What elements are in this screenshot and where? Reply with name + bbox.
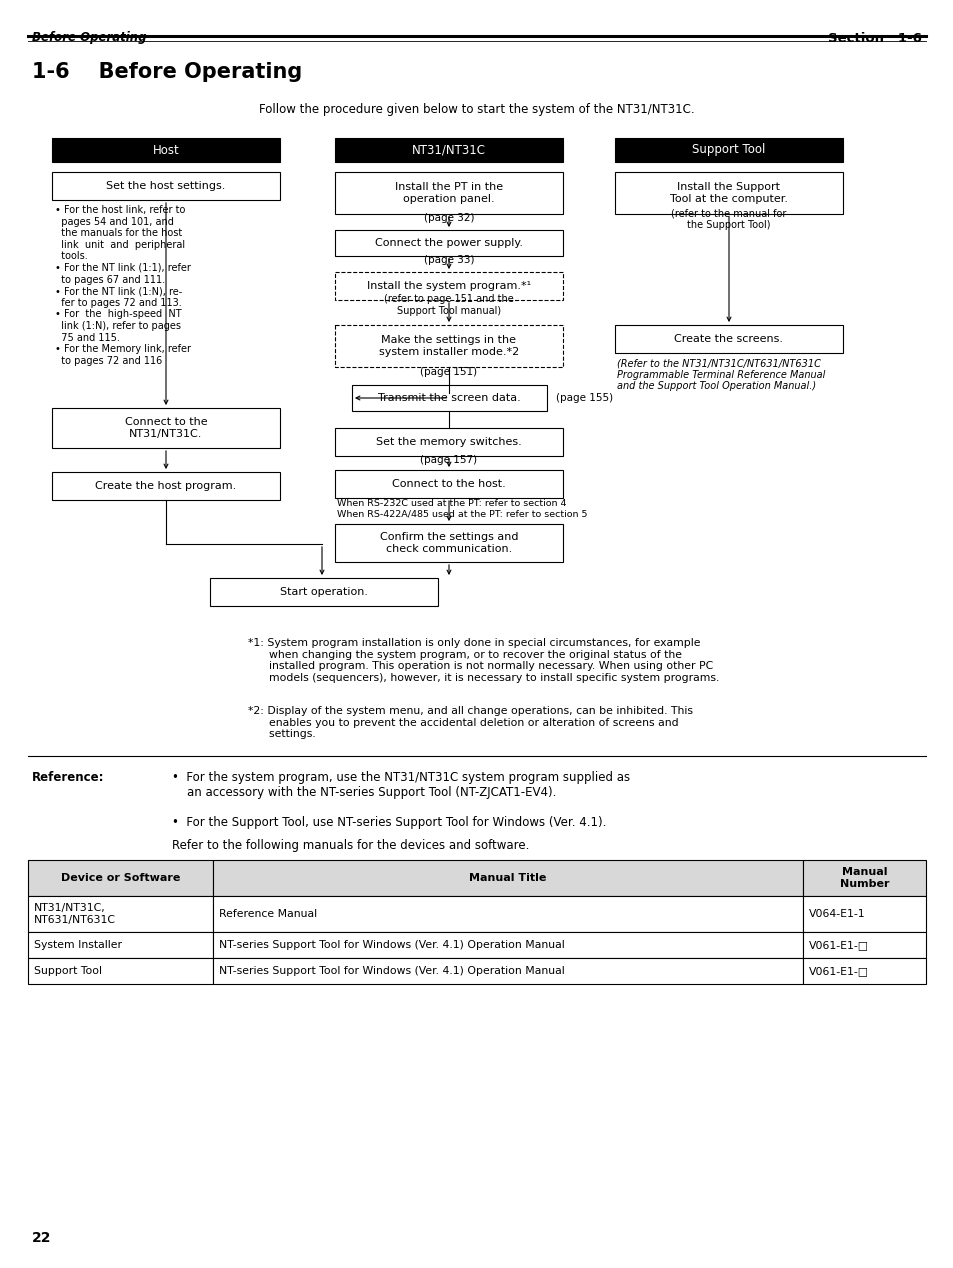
Text: Connect to the host.: Connect to the host. (392, 479, 505, 489)
Bar (615, 172, 842, 214)
Text: Reference Manual: Reference Manual (219, 909, 316, 919)
Text: Follow the procedure given below to start the system of the NT31/NT31C.: Follow the procedure given below to star… (259, 104, 694, 117)
Bar (28, 932, 213, 959)
Text: Manual Title: Manual Title (469, 872, 546, 883)
Text: Device or Software: Device or Software (61, 872, 180, 883)
Text: Connect the power supply.: Connect the power supply. (375, 238, 522, 249)
Text: Section   1-6: Section 1-6 (827, 32, 921, 44)
Text: System Installer: System Installer (34, 940, 122, 950)
Bar (615, 138, 842, 162)
Text: Make the settings in the
system installer mode.*2: Make the settings in the system installe… (378, 335, 518, 356)
Bar (28, 860, 213, 896)
Bar (52, 408, 280, 448)
Text: (page 32): (page 32) (423, 213, 474, 223)
Bar (335, 429, 562, 456)
Text: *1: System program installation is only done in special circumstances, for examp: *1: System program installation is only … (248, 638, 719, 682)
Bar (802, 959, 925, 984)
Text: NT31/NT31C,
NT631/NT631C: NT31/NT31C, NT631/NT631C (34, 903, 116, 924)
Text: Manual
Number: Manual Number (839, 867, 888, 889)
Bar (335, 273, 562, 301)
Text: •  For the Support Tool, use NT-series Support Tool for Windows (Ver. 4.1).: • For the Support Tool, use NT-series Su… (172, 817, 606, 829)
Text: Confirm the settings and
check communication.: Confirm the settings and check communica… (379, 533, 517, 554)
Text: When RS-232C used at the PT: refer to section 4: When RS-232C used at the PT: refer to se… (336, 498, 566, 507)
Text: Support Tool: Support Tool (692, 143, 765, 156)
Text: Support Tool: Support Tool (34, 966, 102, 976)
Bar (802, 860, 925, 896)
Bar (213, 932, 802, 959)
Text: NT31/NT31C: NT31/NT31C (412, 143, 485, 156)
Bar (335, 524, 562, 562)
Text: NT-series Support Tool for Windows (Ver. 4.1) Operation Manual: NT-series Support Tool for Windows (Ver.… (219, 966, 564, 976)
Text: (refer to the manual for
the Support Tool): (refer to the manual for the Support Too… (671, 208, 786, 230)
Bar (335, 470, 562, 498)
Text: Create the screens.: Create the screens. (674, 333, 782, 344)
Text: (page 151): (page 151) (420, 366, 477, 377)
Bar (213, 896, 802, 932)
Text: Connect to the
NT31/NT31C.: Connect to the NT31/NT31C. (125, 417, 207, 439)
Text: When RS-422A/485 used at the PT: refer to section 5: When RS-422A/485 used at the PT: refer t… (336, 510, 587, 519)
Bar (52, 138, 280, 162)
Text: (page 157): (page 157) (420, 455, 477, 465)
Text: Reference:: Reference: (32, 771, 105, 784)
Text: (refer to page 151 and the
Support Tool manual): (refer to page 151 and the Support Tool … (384, 294, 514, 316)
Text: (Refer to the NT31/NT31C/NT631/NT631C
Programmable Terminal Reference Manual
and: (Refer to the NT31/NT31C/NT631/NT631C Pr… (617, 358, 824, 392)
Bar (352, 385, 546, 411)
Bar (52, 172, 280, 200)
Text: V061-E1-□: V061-E1-□ (808, 940, 868, 950)
Text: (page 33): (page 33) (423, 255, 474, 265)
Text: Install the PT in the
operation panel.: Install the PT in the operation panel. (395, 183, 502, 204)
Text: Refer to the following manuals for the devices and software.: Refer to the following manuals for the d… (172, 839, 529, 852)
Text: NT-series Support Tool for Windows (Ver. 4.1) Operation Manual: NT-series Support Tool for Windows (Ver.… (219, 940, 564, 950)
Bar (52, 472, 280, 500)
Text: Install the Support
Tool at the computer.: Install the Support Tool at the computer… (669, 183, 787, 204)
Bar (210, 578, 437, 606)
Text: Create the host program.: Create the host program. (95, 481, 236, 491)
Text: Install the system program.*¹: Install the system program.*¹ (367, 281, 531, 290)
Text: Before Operating: Before Operating (32, 32, 147, 44)
Text: Set the host settings.: Set the host settings. (106, 181, 226, 191)
Text: Set the memory switches.: Set the memory switches. (375, 437, 521, 448)
Text: V061-E1-□: V061-E1-□ (808, 966, 868, 976)
Bar (802, 932, 925, 959)
Bar (213, 860, 802, 896)
Bar (335, 325, 562, 366)
Text: *2: Display of the system menu, and all change operations, can be inhibited. Thi: *2: Display of the system menu, and all … (248, 706, 692, 739)
Text: •  For the system program, use the NT31/NT31C system program supplied as
    an : • For the system program, use the NT31/N… (172, 771, 630, 799)
Text: • For the host link, refer to
  pages 54 and 101, and
  the manuals for the host: • For the host link, refer to pages 54 a… (55, 205, 191, 365)
Text: Host: Host (152, 143, 179, 156)
Text: V064-E1-1: V064-E1-1 (808, 909, 864, 919)
Text: (page 155): (page 155) (556, 393, 613, 403)
Bar (335, 172, 562, 214)
Text: Transmit the screen data.: Transmit the screen data. (377, 393, 519, 403)
Text: Start operation.: Start operation. (280, 587, 368, 597)
Text: 1-6    Before Operating: 1-6 Before Operating (32, 62, 302, 82)
Bar (28, 959, 213, 984)
Text: 22: 22 (32, 1231, 51, 1245)
Bar (213, 959, 802, 984)
Bar (28, 896, 213, 932)
Bar (335, 138, 562, 162)
Bar (802, 896, 925, 932)
Bar (615, 325, 842, 353)
Bar (335, 230, 562, 256)
